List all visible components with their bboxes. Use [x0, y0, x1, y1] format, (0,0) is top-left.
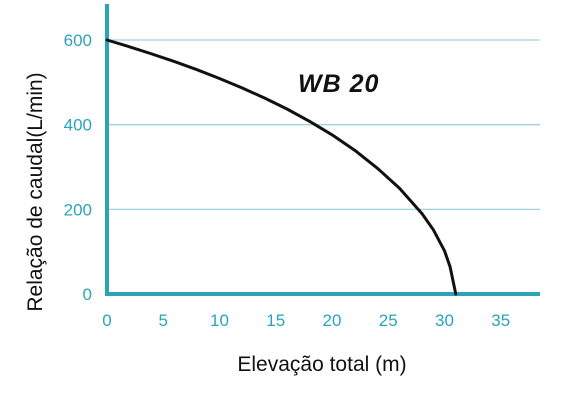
y-tick-labels: 0 200 400 600 [64, 31, 92, 304]
series-line-wb20 [105, 38, 458, 296]
x-tick-label: 5 [159, 311, 168, 330]
x-tick-labels: 0 5 10 15 20 25 30 35 [102, 311, 510, 330]
x-tick-label: 15 [266, 311, 285, 330]
y-tick-label: 0 [83, 285, 92, 304]
axes [105, 4, 540, 296]
x-tick-label: 20 [323, 311, 342, 330]
x-axis-label: Elevação total (m) [237, 353, 406, 376]
x-tick-label: 0 [102, 311, 111, 330]
y-tick-label: 600 [64, 31, 92, 50]
y-tick-label: 200 [64, 200, 92, 219]
series-label: WB 20 [298, 70, 379, 98]
grid-lines [107, 39, 540, 210]
x-tick-label: 30 [435, 311, 454, 330]
y-tick-label: 400 [64, 116, 92, 135]
x-tick-label: 10 [210, 311, 229, 330]
x-tick-label: 25 [379, 311, 398, 330]
y-axis-label: Relação de caudal(L/min) [24, 72, 47, 311]
x-tick-label: 35 [491, 311, 510, 330]
